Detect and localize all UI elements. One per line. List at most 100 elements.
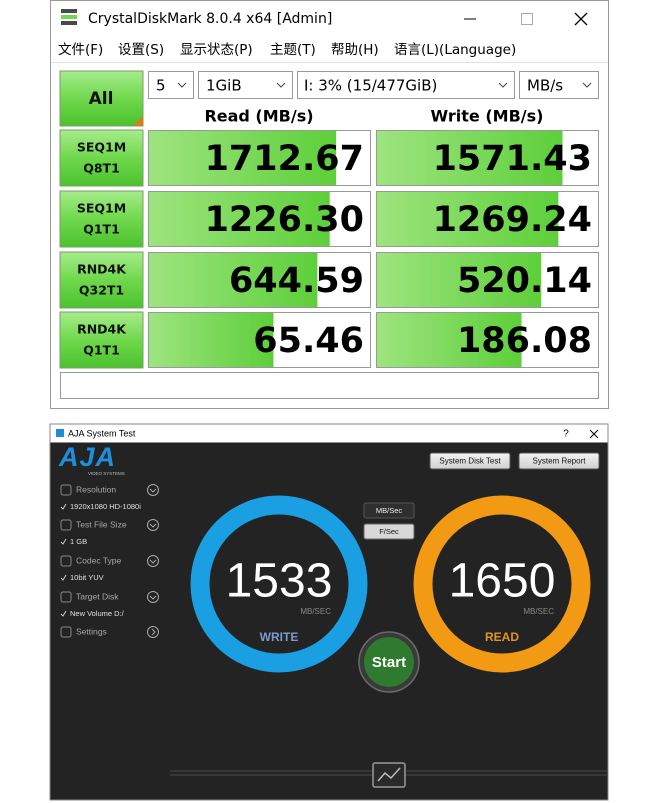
- start-button[interactable]: Start: [358, 631, 420, 693]
- start-label[interactable]: Start: [372, 654, 406, 671]
- size-select[interactable]: 1GiB: [198, 71, 293, 99]
- button-label[interactable]: F/Sec: [379, 527, 399, 536]
- write-label: WRITE: [260, 630, 299, 644]
- read-ring: [413, 495, 591, 673]
- setting-toggle[interactable]: [147, 591, 159, 603]
- button-label[interactable]: System Disk Test: [439, 457, 501, 466]
- app-icon: [61, 9, 77, 25]
- read-label: READ: [485, 630, 519, 644]
- window-title: CrystalDiskMark 8.0.4 x64 [Admin]: [88, 11, 332, 27]
- all-button-corner: [133, 116, 143, 126]
- setting-label[interactable]: Settings: [76, 626, 107, 636]
- system-disk-test-button[interactable]: System Disk Test: [429, 452, 511, 470]
- setting-label[interactable]: Codec Type: [76, 555, 121, 565]
- help-button[interactable]: ?: [563, 429, 569, 440]
- test-name[interactable]: RND4K: [77, 262, 127, 277]
- result-bar: [149, 131, 337, 185]
- system-report-button[interactable]: System Report: [518, 452, 600, 470]
- result-value: 1226.30: [205, 200, 364, 240]
- setting-check: [60, 503, 67, 510]
- setting-icon: [60, 519, 72, 531]
- all-button[interactable]: [59, 70, 144, 127]
- setting-icon: [60, 484, 72, 496]
- setting-label[interactable]: Target Disk: [76, 591, 119, 601]
- result-value: 65.46: [253, 321, 364, 361]
- read-header: Read (MB/s): [204, 107, 313, 126]
- setting-chevron: [149, 595, 157, 600]
- drive-select[interactable]: I: 3% (15/477GiB): [297, 71, 515, 99]
- test-name[interactable]: SEQ1M: [77, 201, 126, 216]
- comment-box[interactable]: [60, 372, 599, 399]
- test-name[interactable]: RND4K: [77, 322, 127, 337]
- menu-item[interactable]: 设置(S): [118, 42, 164, 58]
- button-label[interactable]: MB/Sec: [376, 506, 403, 515]
- mb-sec-button[interactable]: MB/Sec: [363, 502, 415, 519]
- write-unit: MB/SEC: [300, 607, 331, 616]
- aja-window: AJA System Test ? AJA VIDEO SYSTEMS Reso…: [49, 423, 609, 801]
- test-label-box[interactable]: [59, 129, 144, 187]
- test-label-box[interactable]: [59, 251, 144, 309]
- setting-label[interactable]: Resolution: [76, 484, 116, 494]
- menu-item[interactable]: 语言(L)(Language): [394, 42, 516, 58]
- unit-value[interactable]: MB/s: [527, 77, 563, 95]
- setting-toggle[interactable]: [147, 555, 159, 567]
- write-value: 1533: [226, 555, 333, 608]
- maximize-button[interactable]: [521, 13, 533, 25]
- test-queue[interactable]: Q1T1: [83, 343, 120, 358]
- size-value[interactable]: 1GiB: [206, 77, 242, 95]
- test-queue[interactable]: Q1T1: [83, 222, 120, 237]
- read-unit: MB/SEC: [523, 607, 554, 616]
- logo: AJA: [58, 442, 116, 472]
- menu-item[interactable]: 帮助(H): [331, 42, 379, 58]
- setting-chevron: [149, 523, 157, 528]
- result-bar: [377, 253, 542, 307]
- graph-button[interactable]: [372, 762, 406, 788]
- result-bar: [377, 192, 559, 246]
- window-title: AJA System Test: [68, 428, 136, 438]
- setting-icon: [60, 591, 72, 603]
- setting-label[interactable]: Test File Size: [76, 519, 127, 529]
- result-value: 1571.43: [433, 139, 592, 179]
- write-header: Write (MB/s): [431, 107, 544, 126]
- close-button[interactable]: [589, 429, 599, 439]
- result-value: 186.08: [457, 321, 592, 361]
- setting-toggle[interactable]: [147, 626, 159, 638]
- title-bar: [50, 424, 608, 443]
- drive-value[interactable]: I: 3% (15/477GiB): [304, 77, 437, 95]
- setting-chevron: [151, 628, 156, 636]
- all-button-label[interactable]: All: [89, 89, 114, 109]
- test-label-box[interactable]: [59, 311, 144, 369]
- setting-chevron: [149, 559, 157, 564]
- result-value: 1269.24: [433, 200, 592, 240]
- test-name[interactable]: SEQ1M: [77, 140, 126, 155]
- close-button[interactable]: [574, 12, 588, 26]
- crystaldiskmark-window: CrystalDiskMark 8.0.4 x64 [Admin] 文件(F) 设…: [50, 0, 609, 409]
- setting-value: 1 GB: [70, 537, 87, 546]
- test-queue[interactable]: Q32T1: [79, 283, 124, 298]
- setting-value: New Volume D:/: [70, 609, 125, 618]
- result-bar: [377, 131, 563, 185]
- menu-item[interactable]: 文件(F): [58, 42, 103, 58]
- menu-item[interactable]: 主题(T): [270, 42, 316, 58]
- result-bar: [377, 313, 522, 367]
- setting-icon: [60, 626, 72, 638]
- button-label[interactable]: System Report: [533, 457, 587, 466]
- test-label-box[interactable]: [59, 190, 144, 248]
- count-value[interactable]: 5: [156, 77, 166, 95]
- test-queue[interactable]: Q8T1: [83, 161, 120, 176]
- result-value: 1712.67: [205, 139, 364, 179]
- result-bar: [149, 313, 274, 367]
- count-select[interactable]: 5: [148, 71, 194, 99]
- f-sec-button[interactable]: F/Sec: [363, 523, 415, 540]
- unit-select[interactable]: MB/s: [519, 71, 599, 99]
- menu-item[interactable]: 显示状态(P): [180, 42, 253, 58]
- app-icon: [56, 429, 64, 437]
- body: [51, 443, 607, 799]
- setting-toggle[interactable]: [147, 484, 159, 496]
- result-bar: [149, 253, 318, 307]
- read-value: 1650: [449, 555, 556, 608]
- write-ring: [190, 495, 368, 673]
- setting-toggle[interactable]: [147, 519, 159, 531]
